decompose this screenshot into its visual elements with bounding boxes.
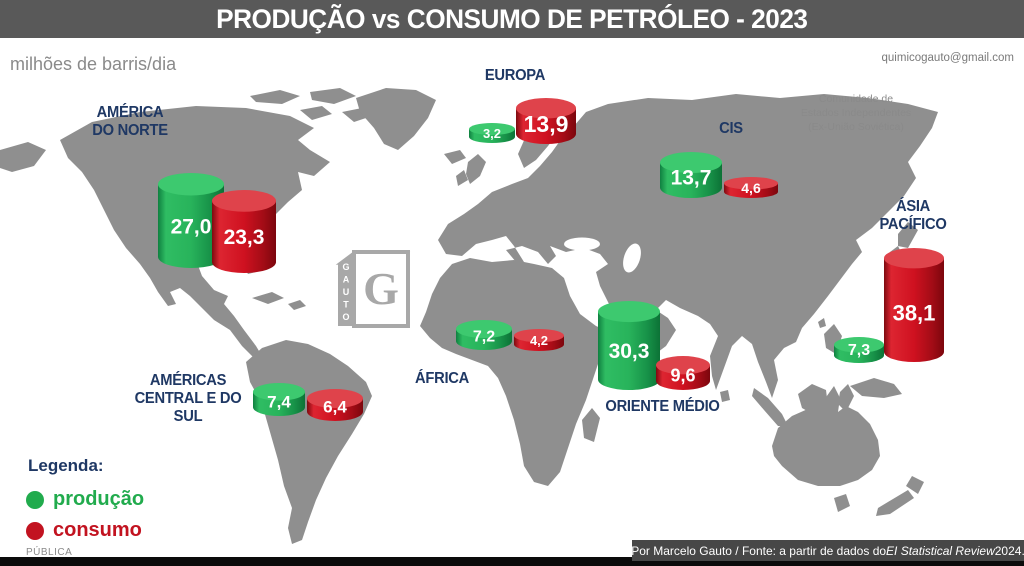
svg-text:A: A — [343, 275, 350, 285]
cylinder-consumo-america-do-norte: 23,3 — [212, 190, 276, 273]
map-south-america — [246, 340, 372, 544]
cylinder-value: 23,3 — [224, 226, 265, 249]
region-label-asia-pacifico: ÁSIA PACÍFICO — [879, 198, 947, 233]
cylinder-value: 27,0 — [171, 216, 212, 239]
cylinder-consumo-asia-pacifico: 38,1 — [884, 248, 944, 362]
cylinder-producao-oriente-medio: 30,3 — [598, 301, 660, 390]
map-africa — [420, 258, 628, 486]
cylinder-consumo-africa: 4,2 — [514, 329, 564, 351]
cylinder-consumo-oriente-medio: 9,6 — [656, 356, 710, 390]
region-label-africa: ÁFRICA — [415, 370, 469, 387]
region-label-americas-central-e-do-sul: AMÉRICAS CENTRAL E DO SUL — [134, 372, 242, 425]
cylinder-producao-africa: 7,2 — [456, 320, 512, 350]
classification-label: PÚBLICA — [26, 547, 73, 558]
region-label-oriente-medio: ORIENTE MÉDIO — [605, 398, 720, 415]
source-suffix: 2024. — [994, 543, 1024, 558]
cylinder-producao-americas-central-e-do-sul: 7,4 — [253, 383, 305, 416]
cylinder-value: 7,2 — [473, 329, 495, 346]
cylinder-consumo-europa: 13,9 — [516, 98, 576, 144]
title-bar: PRODUÇÃO vs CONSUMO DE PETRÓLEO - 2023 — [0, 0, 1024, 38]
producao-dot-icon — [26, 490, 44, 509]
units-label: milhões de barris/dia — [10, 54, 177, 74]
svg-text:G: G — [342, 262, 349, 272]
map-eurasia — [438, 94, 938, 398]
cylinder-consumo-americas-central-e-do-sul: 6,4 — [307, 389, 363, 421]
consumo-dot-icon — [26, 521, 44, 540]
cylinder-value: 3,2 — [483, 126, 501, 141]
map-australia — [772, 386, 880, 486]
logo-spine — [338, 252, 354, 326]
source-italic: EI Statistical Review — [886, 543, 995, 558]
cylinder-producao-europa: 3,2 — [469, 123, 515, 143]
cylinder-value: 4,2 — [530, 333, 548, 348]
cylinder-value: 38,1 — [893, 300, 936, 325]
cis-note: Comunidade de Estados Independentes (Ex-… — [800, 93, 912, 133]
region-label-cis: CIS — [719, 120, 743, 137]
svg-text:U: U — [343, 287, 350, 297]
cylinder-value: 9,6 — [670, 365, 695, 385]
legend-item-consumo: consumo — [26, 519, 142, 542]
cylinder-consumo-cis: 4,6 — [724, 177, 778, 198]
page-title: PRODUÇÃO vs CONSUMO DE PETRÓLEO - 2023 — [216, 3, 808, 34]
legend-label-producao: produção — [53, 488, 145, 510]
region-label-europa: EUROPA — [484, 67, 546, 84]
map-alaska — [0, 142, 46, 172]
svg-text:O: O — [342, 312, 349, 322]
map-greenland — [356, 88, 436, 150]
legend-title: Legenda: — [28, 456, 104, 475]
legend-item-producao: produção — [26, 488, 144, 511]
cylinder-value: 13,9 — [524, 111, 569, 137]
cylinder-producao-asia-pacifico: 7,3 — [834, 337, 884, 363]
logo-cover-letter: G — [363, 263, 399, 314]
logo-cover — [352, 250, 410, 328]
cylinder-value: 6,4 — [323, 398, 347, 417]
cylinder-producao-cis: 13,7 — [660, 152, 722, 198]
region-label-america-do-norte: AMÉRICA DO NORTE — [92, 104, 168, 139]
cylinder-value: 30,3 — [609, 340, 650, 363]
bottom-strip — [0, 557, 1024, 566]
svg-text:T: T — [343, 300, 349, 310]
source-bar: Por Marcelo Gauto / Fonte: a partir de d… — [631, 540, 1024, 561]
cylinder-value: 7,3 — [848, 342, 870, 359]
source-prefix: Por Marcelo Gauto / Fonte: a partir de d… — [631, 543, 887, 558]
legend-label-consumo: consumo — [53, 519, 142, 541]
cylinder-value: 7,4 — [267, 392, 291, 411]
author-email: quimicogauto@gmail.com — [881, 52, 1014, 64]
cylinder-value: 13,7 — [671, 167, 712, 190]
cylinder-value: 4,6 — [741, 180, 761, 196]
